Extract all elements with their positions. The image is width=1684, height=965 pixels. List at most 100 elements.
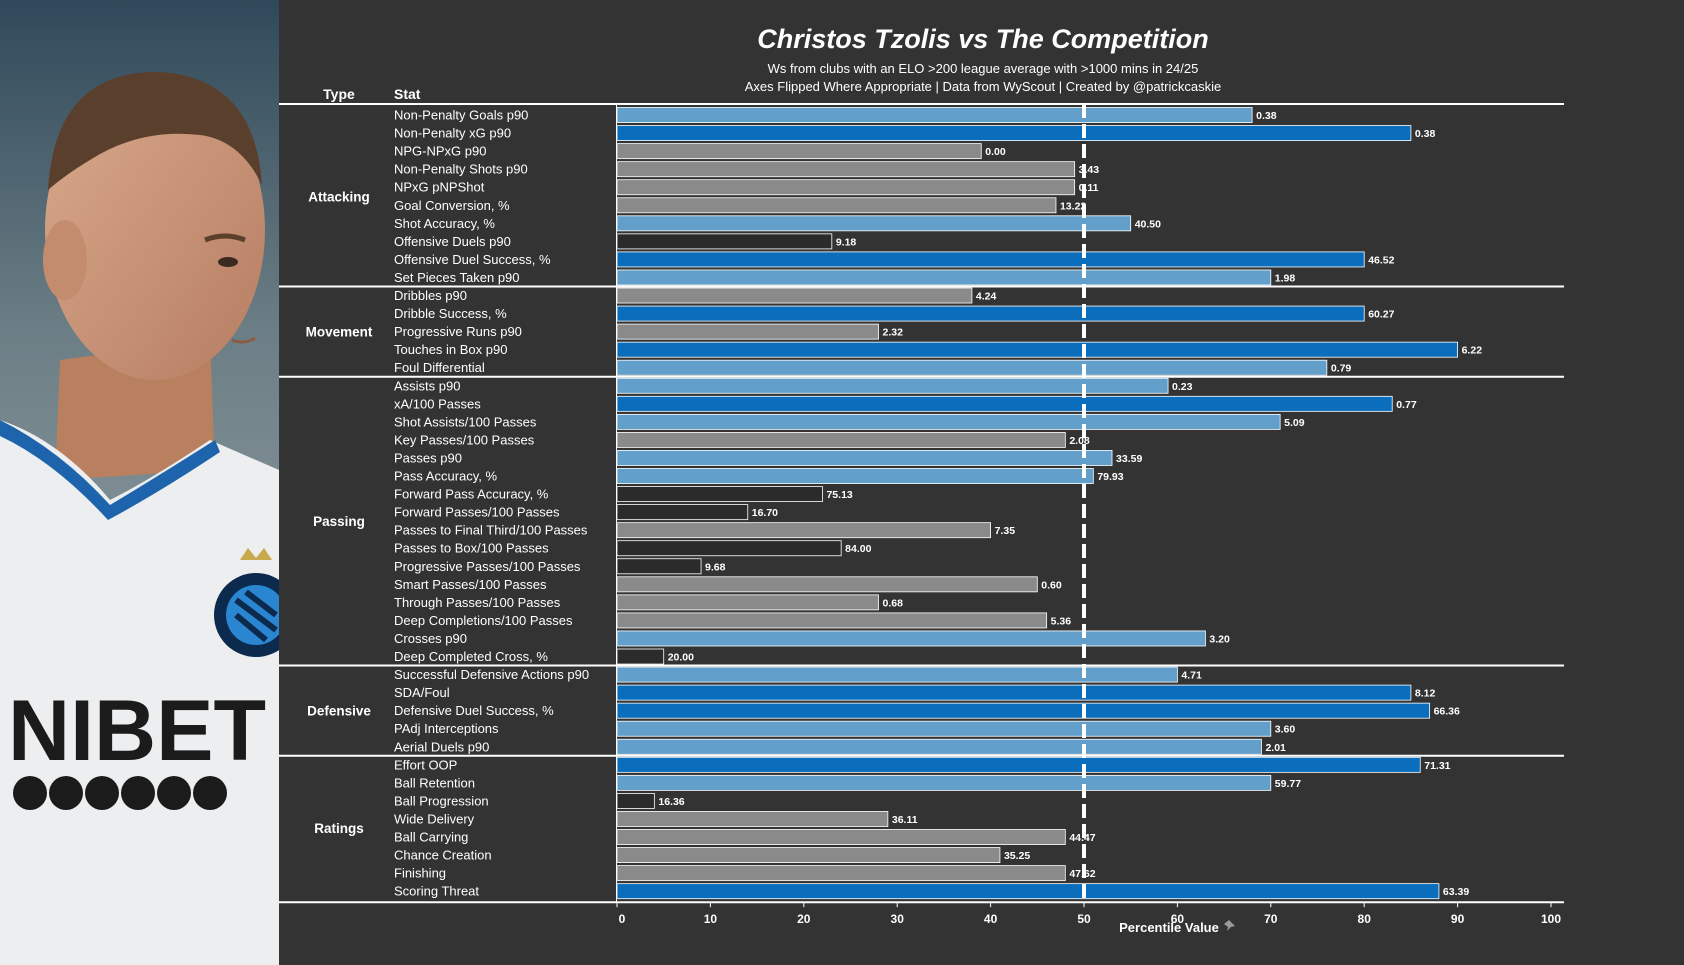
bar <box>616 793 655 809</box>
stat-label: Ball Retention <box>394 775 475 790</box>
stat-label: xA/100 Passes <box>394 396 481 411</box>
stat-label: NPxG pNPShot <box>394 180 485 195</box>
value-label: 7.35 <box>995 525 1016 537</box>
bar <box>616 251 1365 268</box>
value-label: 0.11 <box>1079 182 1099 194</box>
bar <box>616 594 879 611</box>
stat-label: Successful Defensive Actions p90 <box>394 667 589 682</box>
stat-label: NPG-NPxG p90 <box>394 144 486 159</box>
x-tick-label: 10 <box>704 912 718 926</box>
x-tick-label: 70 <box>1264 912 1278 926</box>
bar <box>616 720 1272 737</box>
value-label: 60.27 <box>1368 309 1394 321</box>
stat-label: Forward Passes/100 Passes <box>394 505 560 520</box>
value-label: 84.00 <box>845 543 871 555</box>
bar <box>616 179 1076 196</box>
bar <box>616 323 879 340</box>
value-label: 0.38 <box>1256 110 1277 122</box>
value-label: 2.01 <box>1265 742 1286 754</box>
stat-label: Dribbles p90 <box>394 288 467 303</box>
stat-label: Set Pieces Taken p90 <box>394 270 520 285</box>
stat-label: Forward Pass Accuracy, % <box>394 487 549 502</box>
value-label: 46.52 <box>1368 254 1394 266</box>
bar <box>616 684 1412 701</box>
group-label: Attacking <box>308 189 370 204</box>
club-crest-icon <box>214 548 279 657</box>
bar <box>616 504 749 521</box>
stat-label: Defensive Duel Success, % <box>394 703 554 718</box>
bar <box>616 107 1253 123</box>
stat-label: Deep Completed Cross, % <box>394 649 548 664</box>
x-tick-label: 20 <box>797 912 811 926</box>
bar <box>616 648 665 665</box>
chart-subtitle-1: Ws from clubs with an ELO >200 league av… <box>768 61 1199 76</box>
bar <box>616 847 1001 863</box>
bar <box>616 431 1066 448</box>
stat-label: Offensive Duel Success, % <box>394 252 551 267</box>
value-label: 63.39 <box>1443 886 1469 898</box>
value-label: 2.08 <box>1069 435 1090 447</box>
percentile-chart: Christos Tzolis vs The Competition Ws fr… <box>279 24 1564 935</box>
bar <box>616 125 1412 142</box>
bar <box>616 756 1421 773</box>
value-label: 3.20 <box>1209 633 1230 645</box>
x-tick-label: 0 <box>619 912 626 926</box>
value-label: 33.59 <box>1116 453 1142 465</box>
x-tick-label: 60 <box>1171 912 1185 926</box>
stat-label: Effort OOP <box>394 757 457 772</box>
x-tick-label: 100 <box>1541 912 1561 926</box>
stat-label: Dribble Success, % <box>394 306 507 321</box>
value-label: 0.79 <box>1331 363 1352 375</box>
x-tick-label: 80 <box>1358 912 1372 926</box>
value-label: 66.36 <box>1434 706 1460 718</box>
value-label: 2.32 <box>883 327 904 339</box>
value-label: 59.77 <box>1275 778 1301 790</box>
value-label: 0.38 <box>1415 128 1436 140</box>
value-label: 13.22 <box>1060 200 1086 212</box>
stat-label: Progressive Passes/100 Passes <box>394 559 581 574</box>
group-label: Defensive <box>307 704 371 719</box>
value-label: 36.11 <box>892 814 918 826</box>
stat-label: Finishing <box>394 866 446 881</box>
bar <box>616 774 1272 791</box>
value-label: 4.71 <box>1181 670 1202 682</box>
bar <box>616 143 982 160</box>
value-label: 16.70 <box>752 507 778 519</box>
bar <box>616 883 1440 900</box>
value-label: 0.77 <box>1396 399 1417 411</box>
player-photo: NIBET <box>0 0 279 965</box>
value-label: 79.93 <box>1097 471 1123 483</box>
stat-label: Ball Progression <box>394 793 489 808</box>
bar <box>616 450 1113 466</box>
value-label: 9.18 <box>836 236 857 248</box>
bar <box>616 666 1178 683</box>
stat-label: Chance Creation <box>394 848 492 863</box>
x-axis-label: Percentile Value <box>1119 920 1219 935</box>
value-label: 4.24 <box>976 291 997 303</box>
bar <box>616 341 1458 358</box>
bar <box>616 287 973 304</box>
stat-label: Shot Accuracy, % <box>394 216 495 231</box>
value-label: 1.98 <box>1275 272 1296 284</box>
bar <box>616 377 1169 394</box>
x-axis: 0 10 20 30 40 50 60 70 80 90 100 <box>616 902 1561 926</box>
stat-label: Offensive Duels p90 <box>394 234 511 249</box>
bar <box>616 215 1132 232</box>
stat-label: Crosses p90 <box>394 631 467 646</box>
stat-label: Non-Penalty Goals p90 <box>394 108 528 123</box>
stat-label: Aerial Duels p90 <box>394 739 489 754</box>
value-label: 44.47 <box>1069 832 1095 844</box>
bar <box>616 197 1057 214</box>
value-label: 8.12 <box>1415 688 1436 700</box>
x-tick-label: 50 <box>1077 912 1091 926</box>
stat-label: Progressive Runs p90 <box>394 324 522 339</box>
bar <box>616 269 1272 286</box>
stat-label: Ball Carrying <box>394 830 468 845</box>
bar <box>616 630 1206 647</box>
stat-label: Goal Conversion, % <box>394 198 510 213</box>
value-label: 0.68 <box>883 597 904 609</box>
stat-label: Foul Differential <box>394 360 485 375</box>
value-label: 75.13 <box>826 489 852 501</box>
bar <box>616 305 1365 322</box>
x-tick-label: 40 <box>984 912 998 926</box>
